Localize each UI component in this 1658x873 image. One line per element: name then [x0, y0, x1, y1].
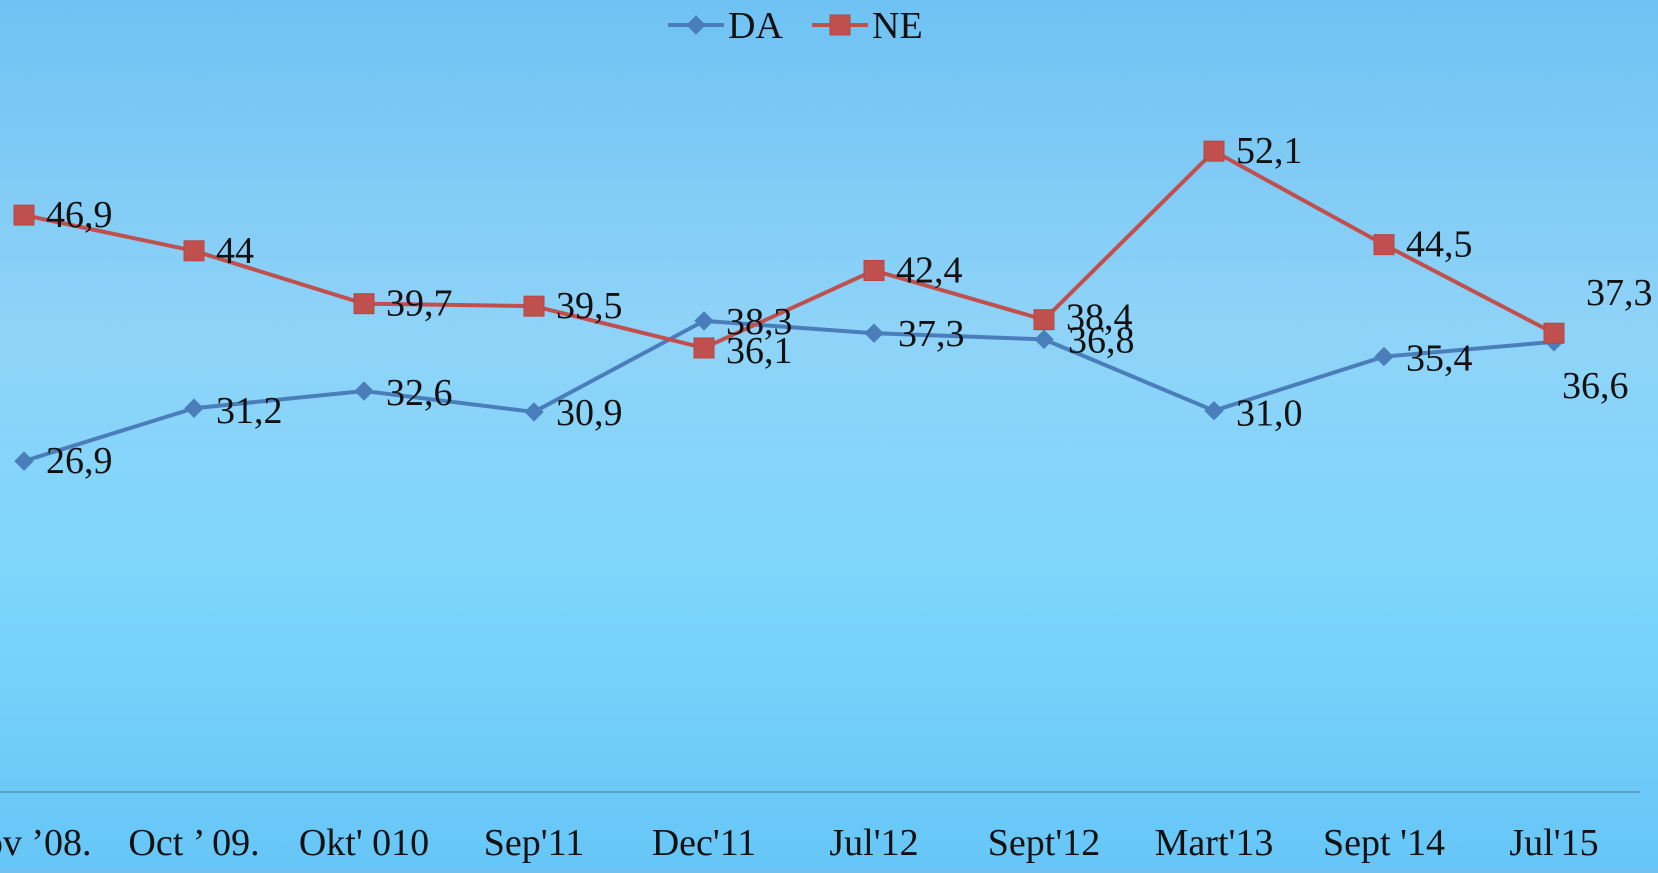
x-tick-label: Sept '14	[1323, 822, 1445, 864]
legend-label: NE	[872, 5, 923, 47]
data-label: 31,2	[216, 390, 283, 432]
data-point-diamond	[14, 451, 34, 471]
data-point-square	[13, 204, 35, 226]
data-label: 36,1	[726, 330, 793, 372]
x-tick-label: Okt' 010	[299, 822, 429, 864]
data-point-diamond	[1034, 329, 1054, 350]
data-label: 32,6	[386, 372, 453, 414]
data-label: 37,3	[1586, 272, 1653, 314]
x-tick-label: Oct ’ 09.	[128, 822, 259, 864]
data-label: 36,6	[1562, 365, 1629, 407]
x-tick-label: Sept'12	[988, 822, 1100, 864]
x-tick-label: Nov ’08.	[0, 822, 92, 864]
x-tick-label: Jul'12	[829, 822, 918, 864]
series-line-ne	[23, 149, 1555, 350]
data-label: 30,9	[556, 392, 623, 434]
data-label: 42,4	[896, 249, 963, 291]
data-point-square	[863, 259, 885, 281]
series-line-da	[23, 318, 1555, 464]
data-label: 31,0	[1236, 393, 1303, 435]
legend-item-da: DA	[668, 5, 783, 47]
data-label: 38,4	[1066, 297, 1133, 339]
data-label: 35,4	[1406, 338, 1473, 380]
data-point-square	[1543, 322, 1565, 344]
data-label: 39,7	[386, 283, 453, 325]
data-point-square	[353, 293, 375, 315]
data-label: 39,5	[556, 285, 623, 327]
data-labels: 26,9 31,2 32,6 30,9 38,3 37,3 36,8 31,0 35,4 36,6…	[46, 130, 1653, 482]
data-point-square	[829, 14, 851, 36]
data-label: 36,8	[1068, 319, 1135, 361]
data-point-square	[1203, 140, 1225, 162]
x-tick-label: Jul'15	[1509, 822, 1598, 864]
data-label: 26,9	[46, 440, 113, 482]
series-lines	[23, 149, 1555, 464]
x-tick-labels: Nov ’08. Oct ’ 09. Okt' 010 Sep'11 Dec'11 Jul…	[0, 822, 1599, 864]
series-markers	[13, 140, 1565, 471]
data-label: 52,1	[1236, 130, 1303, 172]
data-point-square	[183, 240, 205, 262]
x-tick-label: Mart'13	[1155, 822, 1274, 864]
x-tick-label: Sep'11	[484, 822, 584, 864]
data-point-diamond	[864, 323, 884, 343]
data-point-diamond	[1374, 346, 1394, 367]
data-label: 44,5	[1406, 224, 1473, 266]
data-point-diamond	[694, 311, 714, 331]
legend-label: DA	[728, 5, 783, 47]
data-point-square	[523, 295, 545, 317]
data-label: 38,3	[726, 301, 793, 343]
data-point-diamond	[1204, 400, 1224, 421]
legend-item-ne: NE	[812, 5, 923, 47]
data-point-diamond	[524, 402, 544, 422]
x-tick-label: Dec'11	[652, 822, 757, 864]
data-label: 46,9	[46, 194, 113, 236]
data-point-diamond	[354, 381, 374, 401]
data-point-diamond	[686, 15, 706, 35]
data-point-square	[693, 337, 715, 359]
legend: DA NE	[668, 5, 923, 47]
data-point-diamond	[184, 398, 204, 418]
data-label: 44	[216, 230, 254, 272]
data-point-square	[1033, 309, 1055, 331]
data-label: 37,3	[898, 313, 965, 355]
data-point-square	[1373, 234, 1395, 256]
